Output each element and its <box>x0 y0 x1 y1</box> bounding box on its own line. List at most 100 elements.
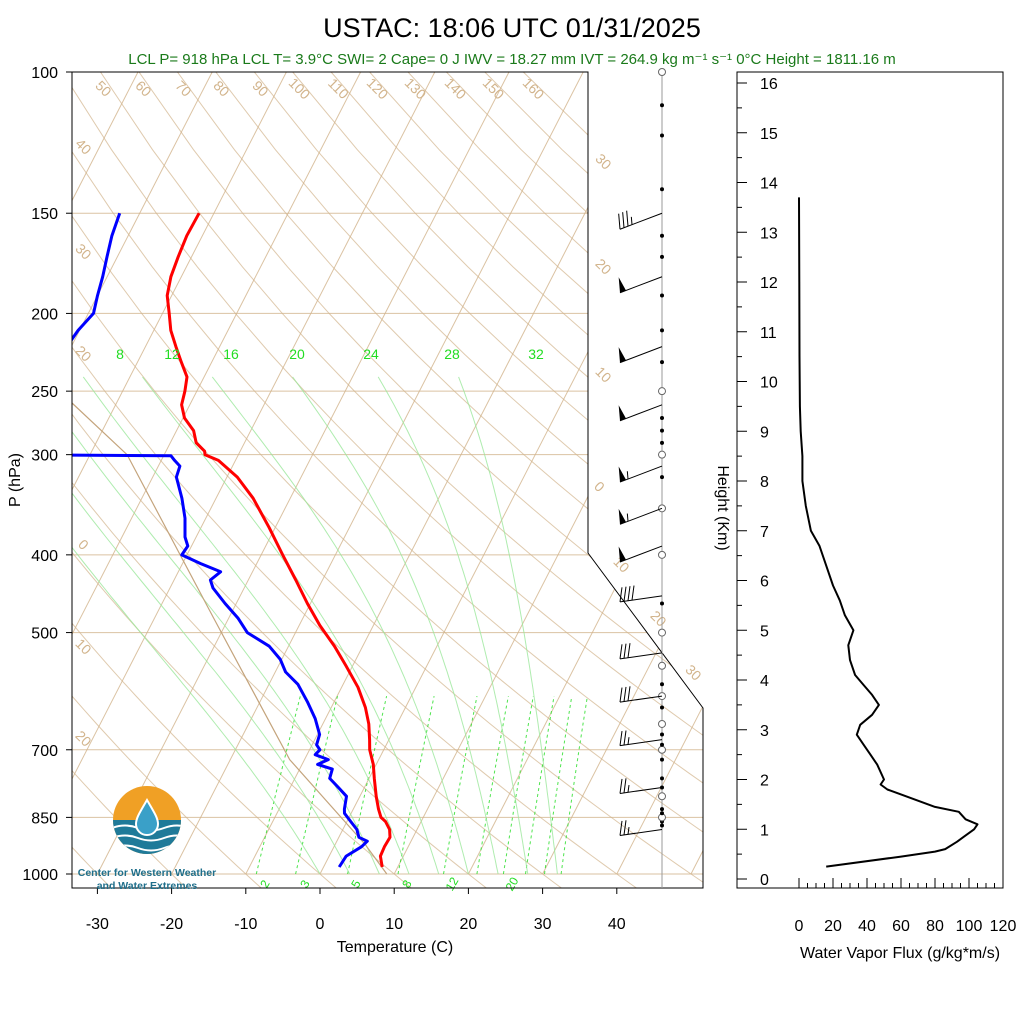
mixing-ratio-label: 12 <box>443 874 462 893</box>
dry-adiabat-line <box>330 72 703 888</box>
flux-y-tick-label: 12 <box>760 275 778 292</box>
wind-barb <box>618 276 663 294</box>
wind-barb <box>619 643 663 660</box>
flux-x-tick-label: 60 <box>892 918 910 935</box>
dry-adiabat-line <box>292 72 703 888</box>
level-dot <box>660 757 664 762</box>
wind-barb-feather <box>619 820 623 836</box>
isotherm-label: 30 <box>592 150 614 172</box>
dry-adiabat-line <box>72 72 566 888</box>
level-dot <box>660 415 664 420</box>
wind-barb-half-feather <box>627 784 630 793</box>
mixing-ratio-line <box>560 696 588 875</box>
station-circle <box>658 719 666 728</box>
station-circle <box>658 661 666 670</box>
mixing-ratio-line <box>295 695 338 875</box>
chart-subtitle: LCL P= 918 hPa LCL T= 3.9°C SWI= 2 Cape=… <box>128 51 896 68</box>
moist-adiabat-line <box>292 376 499 875</box>
moist-adiabat-line <box>72 376 321 875</box>
level-dot <box>660 682 664 687</box>
y-tick-label: 300 <box>31 448 58 465</box>
wind-barb-feather <box>619 731 623 746</box>
isotherm-line <box>72 72 287 875</box>
level-dot <box>660 187 664 192</box>
station-circle <box>658 550 666 559</box>
wind-barb <box>618 465 663 483</box>
wind-barb-feather <box>623 686 627 702</box>
wind-barb-half-feather <box>626 471 629 480</box>
dry-adiabat-line <box>72 72 703 888</box>
wind-barb-feather <box>619 587 623 602</box>
isotherm-line <box>765 72 1024 874</box>
logo-drop-icon <box>134 798 160 836</box>
level-dot <box>660 233 664 238</box>
wind-barb-staff <box>619 276 663 294</box>
flux-y-tick-label: 14 <box>760 176 778 193</box>
level-dot <box>660 254 664 259</box>
level-dot <box>660 293 664 298</box>
isotherm-label: 70 <box>172 77 194 99</box>
wind-barb-half-feather <box>630 216 633 225</box>
wind-barb-staff <box>619 739 663 747</box>
level-dot <box>660 133 664 138</box>
station-circle <box>658 450 666 459</box>
logo-line-1: Center for Western Weather <box>78 867 216 879</box>
flux-y-tick-label: 15 <box>760 126 778 143</box>
isotherm-line <box>542 72 703 875</box>
logo-line-2: and Water Extremes <box>97 880 198 892</box>
skew-t-plot-area: 50 60 70 80 90 100 110 120 130 140 150 160403020302… <box>72 72 1024 893</box>
mixing-ratio-label: 32 <box>528 346 544 362</box>
moist-adiabat-line <box>142 376 440 875</box>
isotherm-line <box>690 72 703 875</box>
mixing-ratio-label: 8 <box>116 346 124 362</box>
station-circle <box>658 745 666 754</box>
wind-barb-staff <box>619 695 663 703</box>
wind-barb-feather <box>623 820 627 835</box>
dry-adiabat-line <box>215 72 703 888</box>
level-dot <box>660 823 664 828</box>
wind-barb-feather <box>619 778 623 794</box>
level-dot <box>660 328 664 333</box>
wind-barb-staff <box>619 465 663 483</box>
mixing-ratio-line <box>255 695 301 875</box>
x-axis-label: Temperature (C) <box>337 939 453 956</box>
wind-barb-feather <box>623 586 627 602</box>
wind-barb <box>619 730 663 747</box>
wind-barb <box>618 346 663 364</box>
wind-barb-staff <box>619 786 663 794</box>
parcel-path-line <box>72 346 388 875</box>
x-tick-label: -30 <box>86 916 109 933</box>
wind-barb <box>618 404 663 422</box>
skew-ticks: -30 -20 -10 0 10 20 30 401001502002503004005007… <box>22 65 625 933</box>
x-tick-label: -10 <box>234 916 257 933</box>
wind-barb-staff <box>619 828 663 836</box>
isotherm-label: 0 <box>591 478 608 495</box>
flux-x-axis-label: Water Vapor Flux (g/kg*m/s) <box>800 945 1000 962</box>
isotherm-label: 50 <box>92 77 114 99</box>
isotherm-line <box>245 72 658 875</box>
mixing-ratio-label: 12 <box>164 346 180 362</box>
isotherm-line <box>72 72 213 875</box>
moist-adiabat-line <box>82 376 410 875</box>
isotherm-line <box>96 72 510 875</box>
level-dot <box>660 601 664 606</box>
dry-adiabat-line <box>72 72 703 888</box>
flux-y-tick-label: 13 <box>760 225 778 242</box>
y-tick-label: 700 <box>31 743 58 760</box>
dry-adiabat-line <box>176 72 703 888</box>
moist-adiabat-line <box>72 376 380 875</box>
flux-x-tick-label: 20 <box>824 918 842 935</box>
isotherm-line <box>319 72 703 875</box>
isotherm-label: 10 <box>72 635 94 657</box>
dry-adiabat-line <box>72 72 341 888</box>
wind-barb-flag <box>618 277 626 293</box>
wind-barb <box>619 820 663 836</box>
flux-y-tick-label: 9 <box>760 424 769 441</box>
plot-frame <box>71 71 704 889</box>
flux-line <box>798 197 979 868</box>
dry-adiabat-line <box>72 72 641 888</box>
isotherm-label: 90 <box>249 77 271 99</box>
isotherm-label: 150 <box>480 75 508 103</box>
mixing-ratio-label: 28 <box>444 346 460 362</box>
dry-adiabat-line <box>72 72 491 888</box>
